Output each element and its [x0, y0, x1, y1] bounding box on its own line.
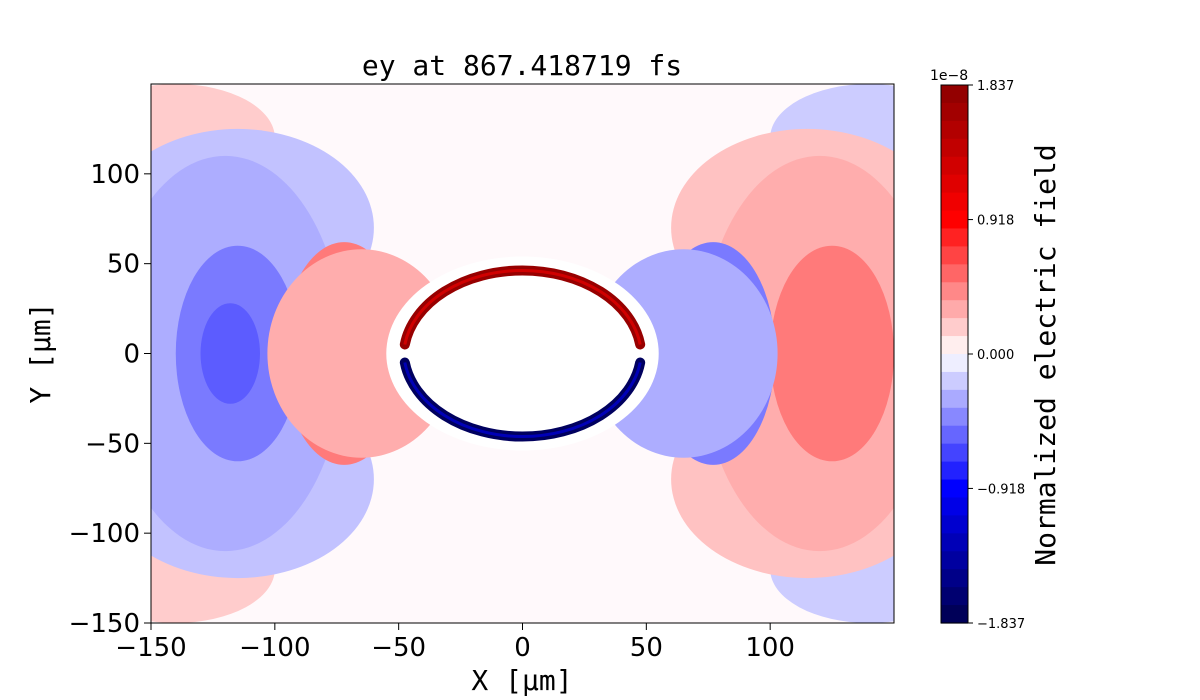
colorbar-level — [941, 533, 968, 552]
colorbar-level — [941, 371, 968, 391]
colorbar-tick-label: −0.918 — [977, 482, 1025, 497]
x-tick-label: −150 — [115, 633, 186, 663]
colorbar-level — [941, 551, 968, 570]
y-axis-label: Y [μm] — [24, 302, 57, 403]
colorbar-level — [941, 102, 968, 122]
colorbar-level — [941, 354, 968, 373]
colorbar-level — [941, 300, 968, 319]
colorbar-level — [941, 174, 968, 194]
colorbar-level — [941, 192, 968, 212]
ring-core — [386, 256, 659, 451]
colorbar-level — [941, 282, 968, 301]
colorbar-level — [941, 425, 968, 445]
colorbar-tick-label: 1.837 — [977, 79, 1014, 94]
y-tick-label: −150 — [69, 609, 140, 639]
colorbar-label: Normalized electric field — [1029, 144, 1062, 565]
x-tick-label: 100 — [745, 633, 795, 663]
x-axis-ticks: −150 −100 −50 0 50 100 — [115, 623, 795, 663]
colorbar-level — [941, 497, 968, 516]
colorbar-level — [941, 246, 968, 265]
colorbar-tick-label: 0.000 — [977, 348, 1014, 363]
y-tick-label: 0 — [123, 340, 140, 370]
x-tick-label: −100 — [239, 633, 310, 663]
x-tick-label: 50 — [630, 633, 663, 663]
y-tick-label: −100 — [69, 519, 140, 549]
x-tick-label: −50 — [371, 633, 426, 663]
field-contours — [151, 84, 894, 623]
colorbar-level — [941, 479, 968, 499]
field-lobe — [770, 245, 894, 462]
colorbar-level — [941, 569, 968, 588]
colorbar-level — [941, 318, 968, 337]
colorbar-level — [941, 210, 968, 230]
ring-lower-halo — [403, 362, 642, 439]
y-tick-label: 50 — [107, 250, 140, 280]
colorbar-level — [941, 138, 968, 158]
colorbar-level — [941, 443, 968, 463]
y-tick-label: 100 — [90, 160, 140, 190]
colorbar-level — [941, 264, 968, 283]
y-tick-label: −50 — [85, 429, 140, 459]
colorbar-level — [941, 156, 968, 176]
ring-upper-halo — [403, 268, 642, 345]
y-axis-ticks: −150 −100 −50 0 50 100 — [69, 160, 151, 639]
colorbar-scale: 1e−8 — [930, 68, 968, 84]
x-axis-label: X [μm] — [471, 664, 572, 697]
colorbar-level — [941, 605, 968, 624]
colorbar-level — [941, 120, 968, 140]
colorbar — [941, 85, 968, 624]
colorbar-level — [941, 389, 968, 409]
colorbar-tick-label: −1.837 — [977, 617, 1025, 632]
colorbar-level — [941, 461, 968, 481]
plot-area — [151, 84, 894, 623]
colorbar-level — [941, 85, 968, 104]
colorbar-level — [941, 407, 968, 427]
colorbar-level — [941, 336, 968, 355]
chart-title: ey at 867.418719 fs — [362, 49, 682, 82]
colorbar-level — [941, 515, 968, 534]
field-lobe — [200, 303, 260, 404]
colorbar-tick-label: 0.918 — [977, 214, 1014, 229]
x-tick-label: 0 — [514, 633, 531, 663]
colorbar-level — [941, 228, 968, 247]
colorbar-ticks: 1.837 0.918 0.000 −0.918 −1.837 — [968, 79, 1025, 632]
colorbar-level — [941, 587, 968, 606]
